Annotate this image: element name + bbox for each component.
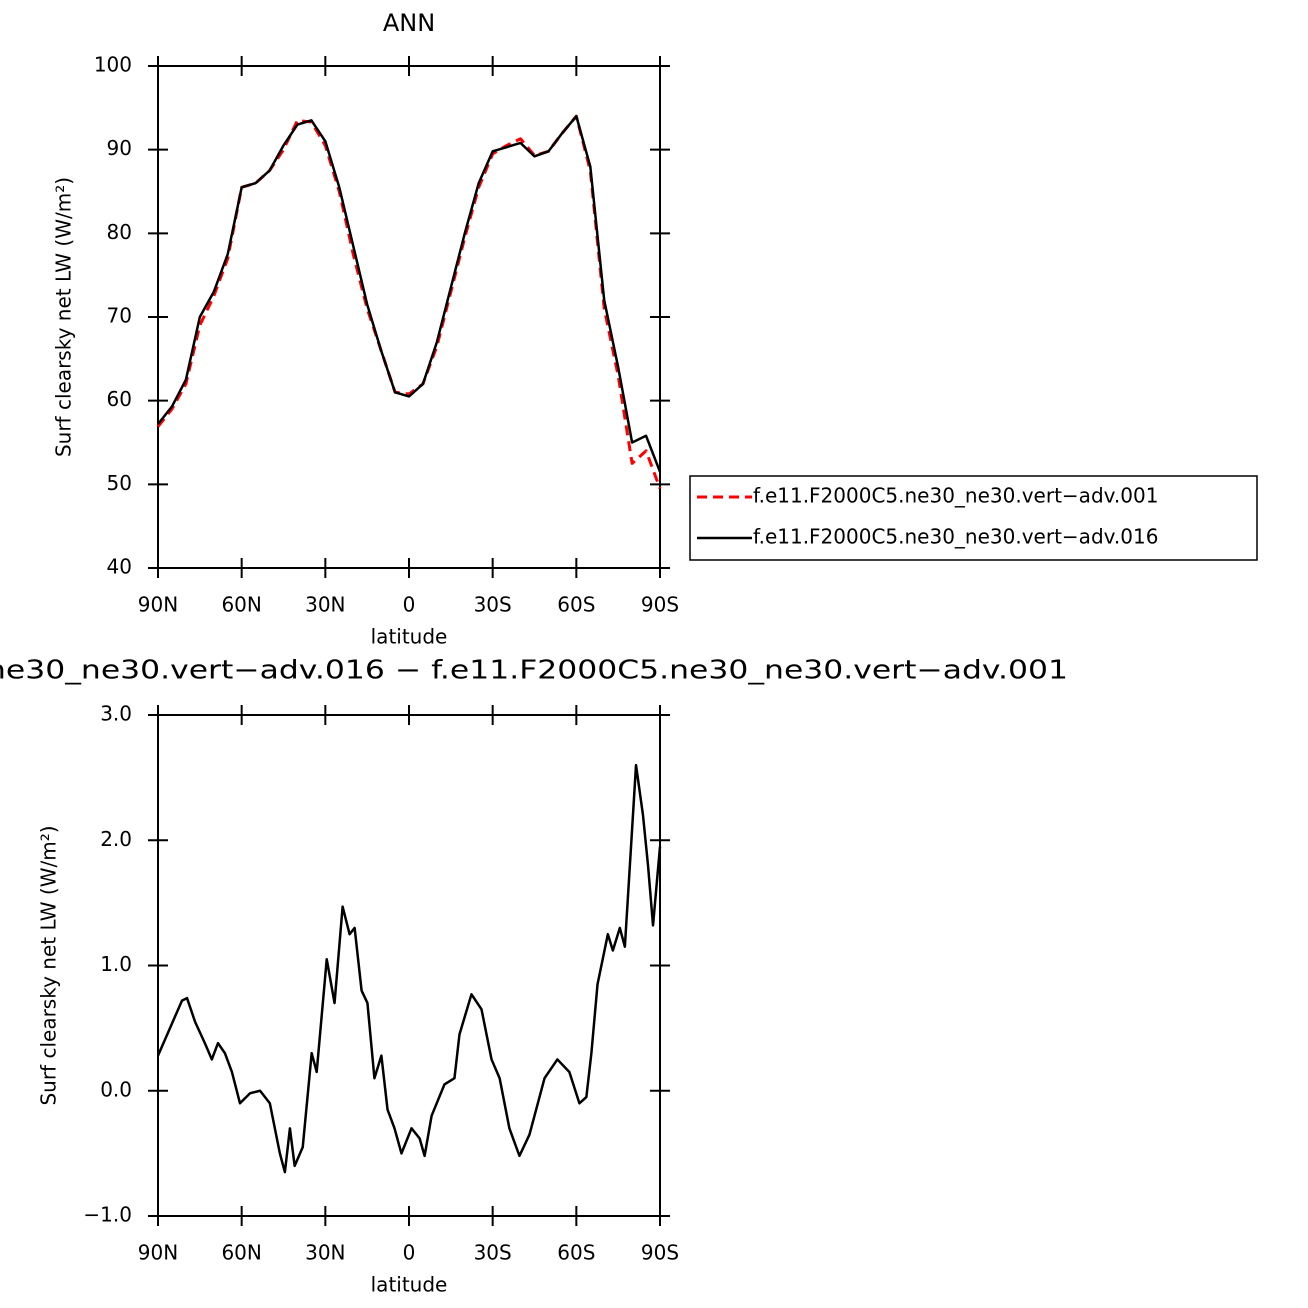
x-axis-label: latitude xyxy=(371,1273,448,1297)
x-axis-label: latitude xyxy=(371,625,448,649)
legend-label: f.e11.F2000C5.ne30_ne30.vert−adv.001 xyxy=(753,484,1158,508)
x-tick-label: 90S xyxy=(641,1241,679,1265)
plot-frame xyxy=(157,714,661,1217)
legend-label: f.e11.F2000C5.ne30_ne30.vert−adv.016 xyxy=(753,525,1158,549)
x-tick-label: 30N xyxy=(305,593,345,617)
x-tick-label: 30N xyxy=(305,1241,345,1265)
chart-title: ANN xyxy=(383,9,435,37)
x-tick-label: 30S xyxy=(474,1241,512,1265)
y-axis-label: Surf clearsky net LW (W/m²) xyxy=(52,177,76,457)
x-tick-label: 90N xyxy=(138,1241,178,1265)
x-tick-label: 90N xyxy=(138,593,178,617)
x-tick-label: 0 xyxy=(403,593,416,617)
x-tick-label: 60N xyxy=(221,593,261,617)
data-line xyxy=(156,114,662,490)
y-tick-label: 50 xyxy=(107,471,132,495)
data-line xyxy=(156,763,662,1174)
y-tick-label: 1.0 xyxy=(100,952,132,976)
chart-title: ne30_ne30.vert−adv.016 − f.e11.F2000C5.n… xyxy=(0,656,1068,686)
plot-frame xyxy=(157,65,661,569)
y-tick-label: 80 xyxy=(107,220,132,244)
y-tick-label: 100 xyxy=(94,53,132,77)
y-axis-label: Surf clearsky net LW (W/m²) xyxy=(37,825,61,1105)
y-tick-label: 0.0 xyxy=(100,1077,132,1101)
x-tick-label: 60N xyxy=(221,1241,261,1265)
x-tick-label: 60S xyxy=(557,1241,595,1265)
y-tick-label: −1.0 xyxy=(83,1203,132,1227)
y-tick-label: 70 xyxy=(107,304,132,328)
y-tick-label: 40 xyxy=(107,555,132,579)
x-tick-label: 30S xyxy=(474,593,512,617)
x-tick-label: 0 xyxy=(403,1241,416,1265)
y-tick-label: 3.0 xyxy=(100,702,132,726)
y-tick-label: 90 xyxy=(107,136,132,160)
x-tick-label: 60S xyxy=(557,593,595,617)
legend xyxy=(689,475,1258,561)
x-tick-label: 90S xyxy=(641,593,679,617)
y-tick-label: 60 xyxy=(107,387,132,411)
y-tick-label: 2.0 xyxy=(100,827,132,851)
data-line xyxy=(157,114,662,473)
